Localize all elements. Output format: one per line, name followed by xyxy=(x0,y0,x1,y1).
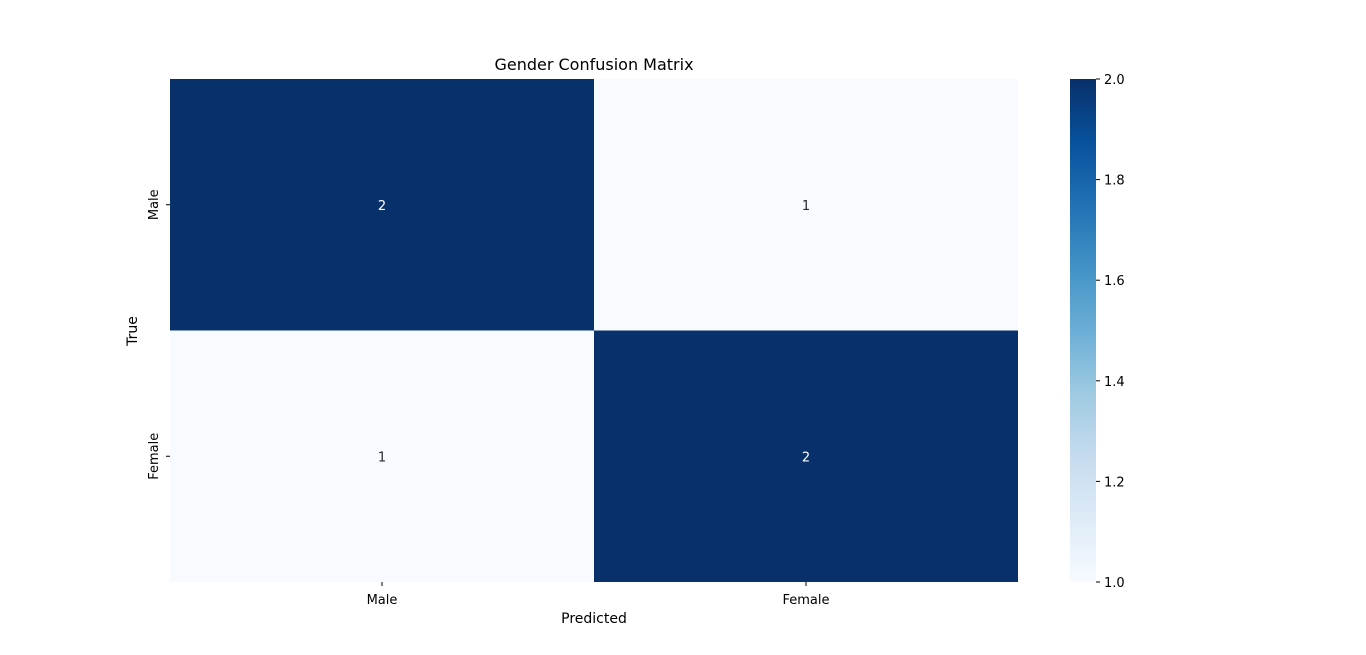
colorbar-ticks: 1.0 1.2 1.4 1.6 1.8 2.0 xyxy=(1096,73,1125,591)
y-axis-label: True xyxy=(125,316,141,347)
colorbar-tick-label: 1.8 xyxy=(1104,174,1125,189)
x-tick-label: Female xyxy=(782,593,829,608)
chart-title: Gender Confusion Matrix xyxy=(494,55,693,74)
y-tick-label: Female xyxy=(147,433,162,480)
heatmap-cell xyxy=(594,330,1018,582)
x-tick-label: Male xyxy=(367,593,398,608)
heatmap-cell xyxy=(170,79,594,331)
cell-value-label: 2 xyxy=(378,199,386,214)
cell-value-label: 1 xyxy=(378,450,386,465)
colorbar-gradient xyxy=(1070,79,1096,582)
x-axis-ticks: Male Female xyxy=(367,582,830,608)
colorbar-tick-label: 1.6 xyxy=(1104,274,1125,289)
heatmap-cell xyxy=(170,330,594,582)
y-tick-label: Male xyxy=(147,189,162,220)
colorbar-tick-label: 1.4 xyxy=(1104,375,1125,390)
colorbar-tick-label: 2.0 xyxy=(1104,73,1125,88)
colorbar-tick-label: 1.2 xyxy=(1104,475,1125,490)
colorbar-tick-label: 1.0 xyxy=(1104,576,1125,591)
cell-value-label: 2 xyxy=(802,450,810,465)
y-axis-ticks: Male Female xyxy=(147,189,170,480)
cell-value-label: 1 xyxy=(802,199,810,214)
heatmap-cells: 2 1 1 2 xyxy=(170,79,1018,582)
heatmap-cell xyxy=(594,79,1018,331)
x-axis-label: Predicted xyxy=(561,611,627,627)
colorbar: 1.0 1.2 1.4 1.6 1.8 2.0 xyxy=(1070,73,1125,591)
